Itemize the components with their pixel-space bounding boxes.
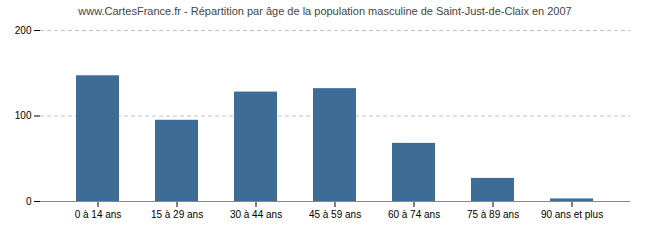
html-text:www.CartesFrance.fr - Répartit: www.CartesFrance.fr - Répartition par âg… [78, 5, 572, 17]
svg-text:60 à 74 ans: 60 à 74 ans [388, 209, 440, 220]
svg-text:90 ans et plus: 90 ans et plus [541, 209, 603, 220]
svg-text:15 à 29 ans: 15 à 29 ans [151, 209, 203, 220]
svg-text:45 à 59 ans: 45 à 59 ans [309, 209, 361, 220]
svg-text:200: 200 [15, 25, 32, 36]
svg-text:100: 100 [15, 110, 32, 121]
svg-text:0: 0 [26, 196, 32, 207]
svg-text:0 à 14 ans: 0 à 14 ans [75, 209, 122, 220]
svg-text:75 à 89 ans: 75 à 89 ans [467, 209, 519, 220]
svg-text:30 à 44 ans: 30 à 44 ans [230, 209, 282, 220]
